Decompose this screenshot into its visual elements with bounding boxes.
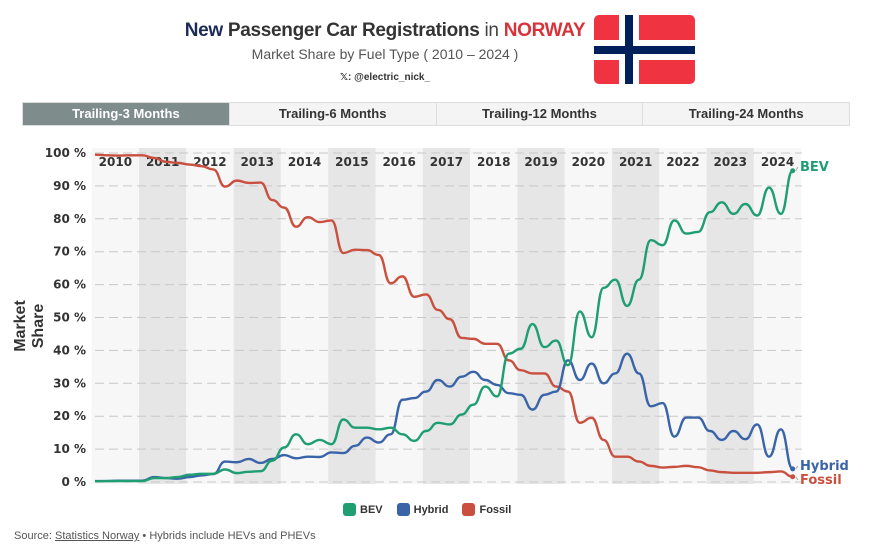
year-label: 2013 bbox=[241, 155, 274, 169]
end-point-bev bbox=[790, 168, 796, 174]
hybrid-swatch-icon bbox=[396, 503, 410, 516]
year-band bbox=[470, 148, 518, 484]
y-tick-label: 80 % bbox=[53, 212, 86, 226]
author-handle: 𝕏: @electric_nick_ bbox=[339, 72, 431, 83]
year-band bbox=[517, 148, 565, 484]
source-link[interactable]: Statistics Norway bbox=[54, 530, 140, 542]
year-label: 2020 bbox=[572, 155, 605, 169]
year-label: 2023 bbox=[714, 155, 747, 169]
end-label-leader bbox=[795, 476, 799, 481]
bev-swatch-icon bbox=[343, 503, 356, 516]
y-tick-label: 30 % bbox=[53, 376, 86, 390]
title-in: in bbox=[484, 20, 500, 41]
series-line-fossil bbox=[94, 153, 793, 478]
legend-item-bev[interactable]: BEV bbox=[343, 503, 383, 516]
end-label-hybrid: Hybrid bbox=[800, 459, 849, 474]
year-band bbox=[422, 148, 471, 484]
year-label: 2024 bbox=[761, 155, 794, 169]
title-new: New bbox=[184, 20, 223, 41]
source-footnote: • Hybrids include HEVs and PHEVs bbox=[142, 530, 316, 542]
year-label: 2021 bbox=[619, 155, 652, 169]
end-label-leader bbox=[795, 166, 799, 172]
year-band bbox=[139, 148, 187, 484]
year-label: 2015 bbox=[335, 155, 368, 169]
year-label: 2017 bbox=[430, 155, 463, 169]
y-tick-label: 100 % bbox=[45, 146, 86, 160]
year-band bbox=[612, 148, 660, 484]
tab-trailing-24-months[interactable]: Trailing-24 Months bbox=[642, 103, 849, 125]
year-label: 2018 bbox=[477, 155, 510, 169]
y-tick-label: 20 % bbox=[53, 409, 86, 423]
legend-label: Fossil bbox=[479, 503, 512, 516]
year-label: 2022 bbox=[666, 155, 699, 169]
year-band bbox=[91, 148, 139, 484]
legend-label: Hybrid bbox=[413, 503, 449, 516]
year-label: 2010 bbox=[99, 155, 132, 169]
end-point-fossil bbox=[790, 474, 796, 480]
title-country: NORWAY bbox=[503, 20, 586, 41]
series-line-bev bbox=[94, 169, 794, 483]
tab-trailing-3-months[interactable]: Trailing-3 Months bbox=[23, 103, 229, 125]
year-band bbox=[564, 148, 612, 484]
tab-trailing-12-months[interactable]: Trailing-12 Months bbox=[435, 103, 643, 125]
end-label-leader bbox=[795, 465, 799, 470]
y-tick-label: 40 % bbox=[53, 343, 86, 357]
year-band bbox=[233, 148, 281, 484]
legend: BEV Hybrid Fossil bbox=[343, 503, 511, 516]
end-label-bev: BEV bbox=[800, 160, 829, 175]
y-tick-label: 60 % bbox=[53, 278, 86, 292]
source-note: Source: Statistics Norway • Hybrids incl… bbox=[14, 530, 316, 542]
legend-item-hybrid[interactable]: Hybrid bbox=[396, 503, 449, 516]
y-tick-label: 10 % bbox=[53, 442, 86, 456]
title-main: Passenger Car Registrations bbox=[227, 20, 480, 41]
year-label: 2014 bbox=[288, 155, 321, 169]
legend-item-fossil[interactable]: Fossil bbox=[462, 503, 511, 516]
year-label: 2019 bbox=[524, 155, 557, 169]
end-label-fossil: Fossil bbox=[800, 473, 842, 488]
year-band bbox=[659, 148, 707, 484]
year-band bbox=[280, 148, 329, 484]
year-band bbox=[328, 148, 376, 484]
period-tabs: Trailing-3 Months Trailing-6 Months Trai… bbox=[22, 102, 850, 126]
end-point-hybrid bbox=[790, 466, 796, 472]
y-tick-label: 70 % bbox=[53, 245, 86, 259]
y-tick-label: 0 % bbox=[61, 475, 86, 489]
y-axis-title: Market Share bbox=[12, 300, 47, 352]
source-prefix: Source: bbox=[14, 530, 52, 542]
chart-subtitle: Market Share by Fuel Type ( 2010 – 2024 … bbox=[251, 46, 519, 62]
tab-trailing-6-months[interactable]: Trailing-6 Months bbox=[228, 103, 436, 125]
year-band bbox=[186, 148, 234, 484]
chart-title: New Passenger Car Registrations in NORWA… bbox=[0, 20, 770, 42]
y-tick-label: 50 % bbox=[53, 311, 86, 325]
year-label: 2016 bbox=[382, 155, 415, 169]
norway-flag-icon bbox=[594, 15, 695, 84]
fossil-swatch-icon bbox=[462, 503, 476, 516]
y-tick-label: 90 % bbox=[53, 179, 86, 193]
legend-label: BEV bbox=[360, 503, 383, 516]
